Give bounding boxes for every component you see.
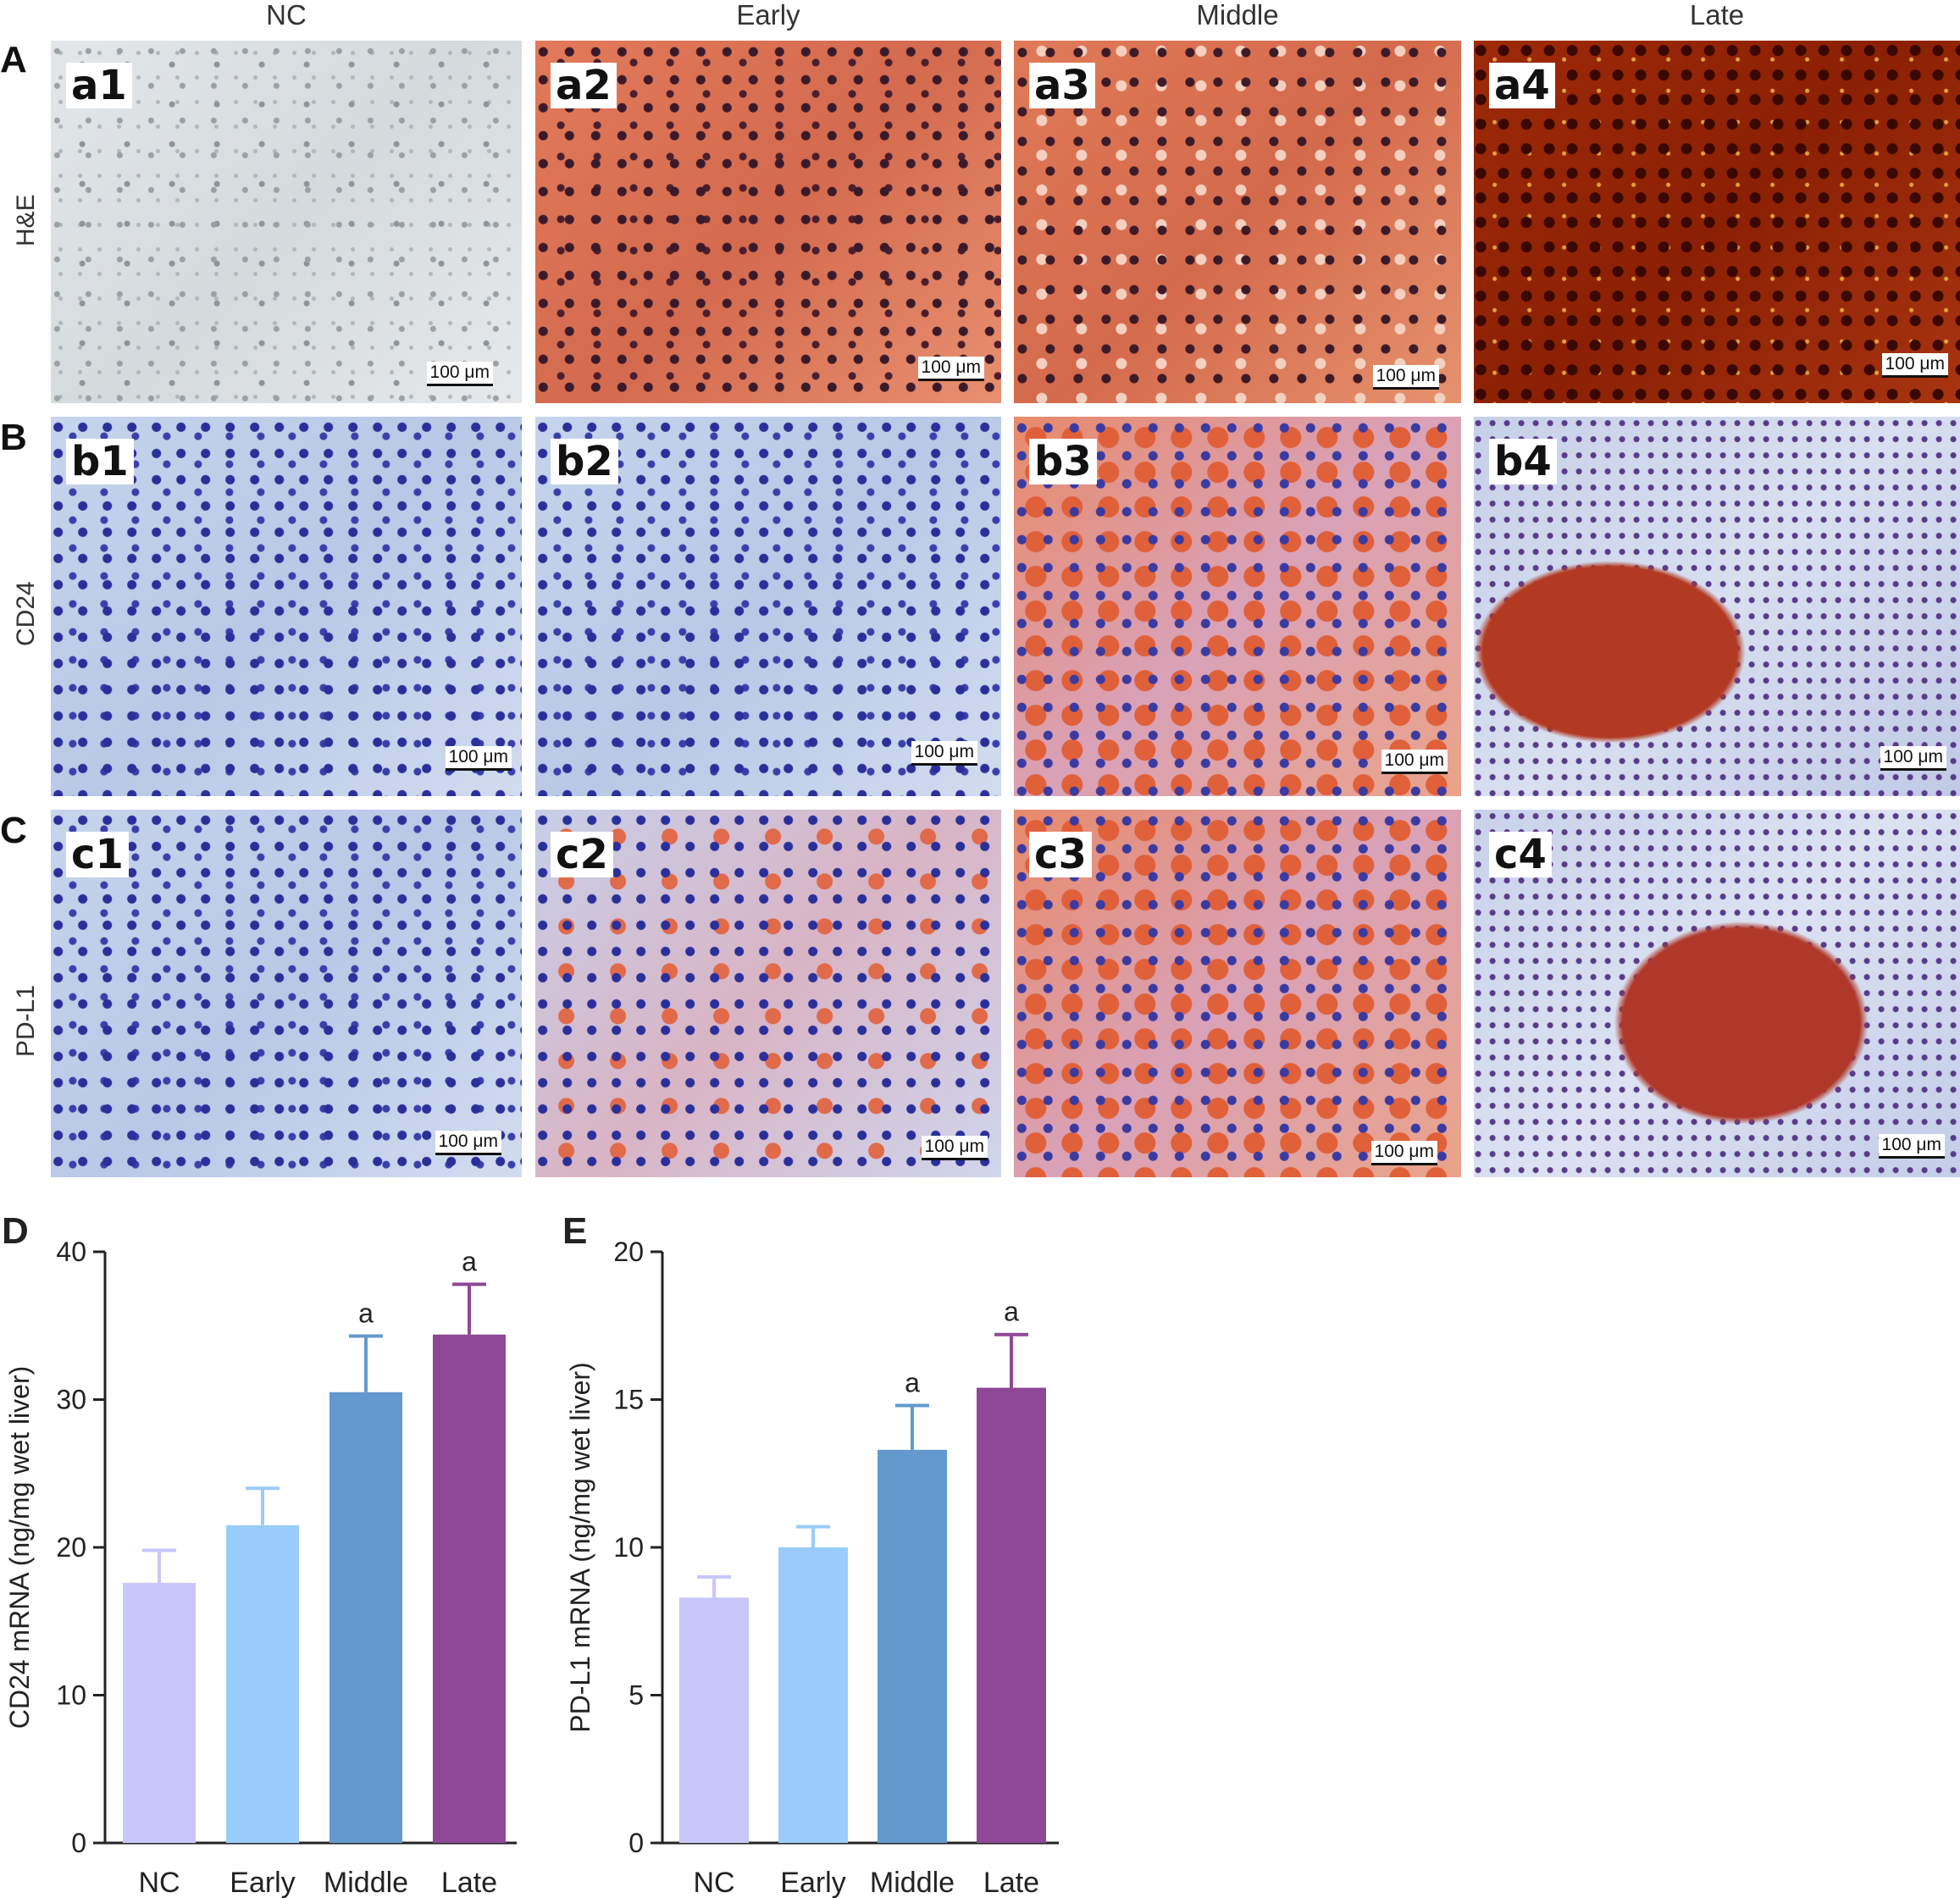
- bar: [433, 1334, 506, 1843]
- scale-bar: 100 μm: [435, 1131, 501, 1155]
- significance-label: a: [462, 1246, 477, 1276]
- bar: [778, 1547, 848, 1843]
- y-tick-label: 10: [56, 1680, 86, 1711]
- panel-tag-b4: b4: [1489, 439, 1557, 484]
- column-header-nc: NC: [266, 0, 307, 30]
- y-tick-label: 0: [71, 1828, 86, 1858]
- scale-bar: 100 μm: [1881, 353, 1948, 378]
- y-tick-label: 30: [56, 1385, 86, 1415]
- panel-tag-a3: a3: [1029, 63, 1095, 108]
- significance-label: a: [1004, 1297, 1019, 1327]
- scale-bar: 100 μm: [921, 1136, 988, 1160]
- column-header-middle: Middle: [1196, 0, 1279, 30]
- row-letter-c: C: [0, 810, 27, 851]
- x-tick-label: Late: [441, 1867, 497, 1898]
- row-label-he: H&E: [12, 194, 40, 246]
- x-tick-label: Early: [230, 1867, 295, 1898]
- panel-b3: b3 100 μm: [1014, 417, 1461, 796]
- panel-tag-b3: b3: [1029, 439, 1097, 484]
- x-tick-label: NC: [693, 1867, 734, 1898]
- panel-c2: c2 100 μm: [535, 810, 1001, 1177]
- x-tick-label: NC: [138, 1867, 180, 1898]
- panel-a1: a1 100 μm: [51, 41, 522, 403]
- panel-tag-b2: b2: [551, 439, 618, 484]
- panel-b4: b4 100 μm: [1474, 417, 1960, 796]
- row-letter-b: B: [0, 417, 27, 458]
- panel-a2: a2 100 μm: [535, 41, 1001, 403]
- bar: [977, 1387, 1046, 1843]
- panel-a4: a4 100 μm: [1474, 41, 1960, 403]
- panel-letter: D: [2, 1210, 29, 1252]
- panel-a3: a3 100 μm: [1014, 41, 1461, 403]
- panel-letter: E: [562, 1210, 587, 1252]
- significance-label: a: [358, 1298, 374, 1328]
- scale-bar: 100 μm: [1381, 750, 1448, 774]
- panel-b1: b1 100 μm: [51, 417, 522, 796]
- panel-c4: c4 100 μm: [1474, 810, 1960, 1177]
- panel-tag-c1: c1: [66, 832, 129, 877]
- panel-tag-a2: a2: [551, 63, 617, 108]
- scale-bar: 100 μm: [1880, 746, 1946, 771]
- y-tick-label: 15: [613, 1385, 644, 1415]
- bar: [329, 1392, 402, 1843]
- chart-pd-l1-mrna: E 0 5 10 15 20 PD-L1 mRNA (ng/mg wet liver) NC E…: [562, 1210, 1059, 1898]
- bar: [226, 1524, 299, 1843]
- chart-cd24-mrna: D 0 10 20 30 40 CD24 mRNA (ng/mg wet liver) NC E…: [2, 1210, 517, 1898]
- panel-c1: c1 100 μm: [51, 810, 522, 1177]
- y-tick-label: 20: [56, 1532, 86, 1563]
- panel-tag-c3: c3: [1029, 832, 1092, 877]
- scale-bar: 100 μm: [917, 357, 984, 381]
- panel-b2: b2 100 μm: [535, 417, 1001, 796]
- scale-bar: 100 μm: [445, 746, 512, 771]
- panel-tag-b1: b1: [66, 439, 134, 484]
- scale-bar: 100 μm: [1878, 1134, 1945, 1159]
- x-tick-label: Early: [780, 1867, 845, 1898]
- bar: [878, 1449, 947, 1843]
- significance-label: a: [905, 1367, 920, 1397]
- scale-bar: 100 μm: [911, 741, 977, 766]
- column-header-early: Early: [736, 0, 800, 30]
- y-tick-label: 5: [628, 1680, 644, 1711]
- y-axis-label: CD24 mRNA (ng/mg wet liver): [4, 1366, 35, 1729]
- scale-bar: 100 μm: [1372, 365, 1439, 390]
- x-tick-label: Middle: [870, 1867, 955, 1898]
- panel-c3: c3 100 μm: [1014, 810, 1461, 1177]
- y-tick-label: 0: [628, 1828, 644, 1858]
- y-tick-label: 10: [613, 1532, 644, 1563]
- row-label-cd24: CD24: [12, 581, 40, 647]
- panel-tag-c4: c4: [1489, 832, 1552, 877]
- y-axis-label: PD-L1 mRNA (ng/mg wet liver): [565, 1362, 595, 1732]
- y-tick-label: 20: [613, 1237, 644, 1267]
- scale-bar: 100 μm: [1370, 1141, 1437, 1165]
- panel-tag-a1: a1: [66, 63, 132, 108]
- y-tick-label: 40: [56, 1237, 86, 1267]
- panel-tag-a4: a4: [1489, 63, 1555, 108]
- row-letter-a: A: [0, 39, 27, 80]
- panel-tag-c2: c2: [551, 832, 613, 877]
- bar: [123, 1582, 196, 1843]
- column-header-late: Late: [1689, 0, 1745, 30]
- x-tick-label: Middle: [324, 1867, 408, 1898]
- bar: [679, 1597, 749, 1843]
- scale-bar: 100 μm: [426, 362, 493, 386]
- x-tick-label: Late: [983, 1867, 1039, 1898]
- row-label-pd-l1: PD-L1: [12, 984, 40, 1057]
